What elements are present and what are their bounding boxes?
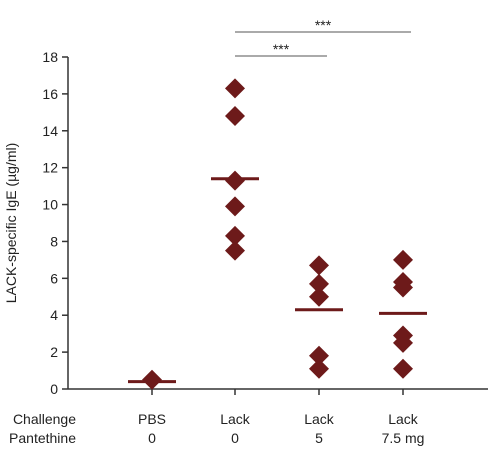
data-point (393, 332, 413, 353)
data-points (142, 78, 413, 390)
mean-lines (128, 177, 427, 384)
data-point (309, 286, 329, 307)
data-point (225, 240, 245, 261)
data-point (225, 78, 245, 99)
data-point (309, 358, 329, 379)
y-tick-label: 8 (50, 233, 58, 249)
y-tick-label: 12 (42, 160, 58, 176)
pantethine-label: 7.5 mg (382, 430, 425, 446)
y-tick-label: 2 (50, 344, 58, 360)
data-point (309, 255, 329, 276)
challenge-label: Lack (388, 411, 419, 427)
significance-annotations: *** *** (235, 17, 411, 57)
challenge-label: Lack (304, 411, 335, 427)
data-point (142, 369, 162, 390)
data-point (225, 170, 245, 191)
y-tick-label: 18 (42, 49, 58, 65)
data-point (393, 249, 413, 270)
significance-label: *** (315, 17, 332, 33)
challenge-label: PBS (138, 411, 166, 427)
axes: 0 2 4 6 8 10 12 14 16 18 LACK-specific IgE (µg/ml) (3, 49, 488, 397)
y-axis-title: LACK-specific IgE (µg/ml) (3, 143, 19, 304)
category-labels: Challenge Pantethine PBS 0 Lack 0 Lack 5 Lack 7.5… (9, 411, 424, 446)
data-point (393, 277, 413, 298)
data-point (393, 358, 413, 379)
challenge-label: Lack (220, 411, 251, 427)
row-label-challenge: Challenge (13, 411, 76, 427)
data-point (225, 196, 245, 217)
row-label-pantethine: Pantethine (9, 430, 76, 446)
y-tick-label: 4 (50, 307, 58, 323)
significance-label: *** (273, 41, 290, 57)
y-tick-label: 14 (42, 123, 58, 139)
y-tick-label: 0 (50, 381, 58, 397)
y-tick-label: 10 (42, 197, 58, 213)
pantethine-label: 0 (148, 430, 156, 446)
data-point (225, 106, 245, 127)
pantethine-label: 5 (315, 430, 323, 446)
data-point (309, 273, 329, 294)
pantethine-label: 0 (231, 430, 239, 446)
y-tick-label: 16 (42, 86, 58, 102)
y-tick-label: 6 (50, 270, 58, 286)
data-point (309, 345, 329, 366)
data-point (225, 225, 245, 246)
